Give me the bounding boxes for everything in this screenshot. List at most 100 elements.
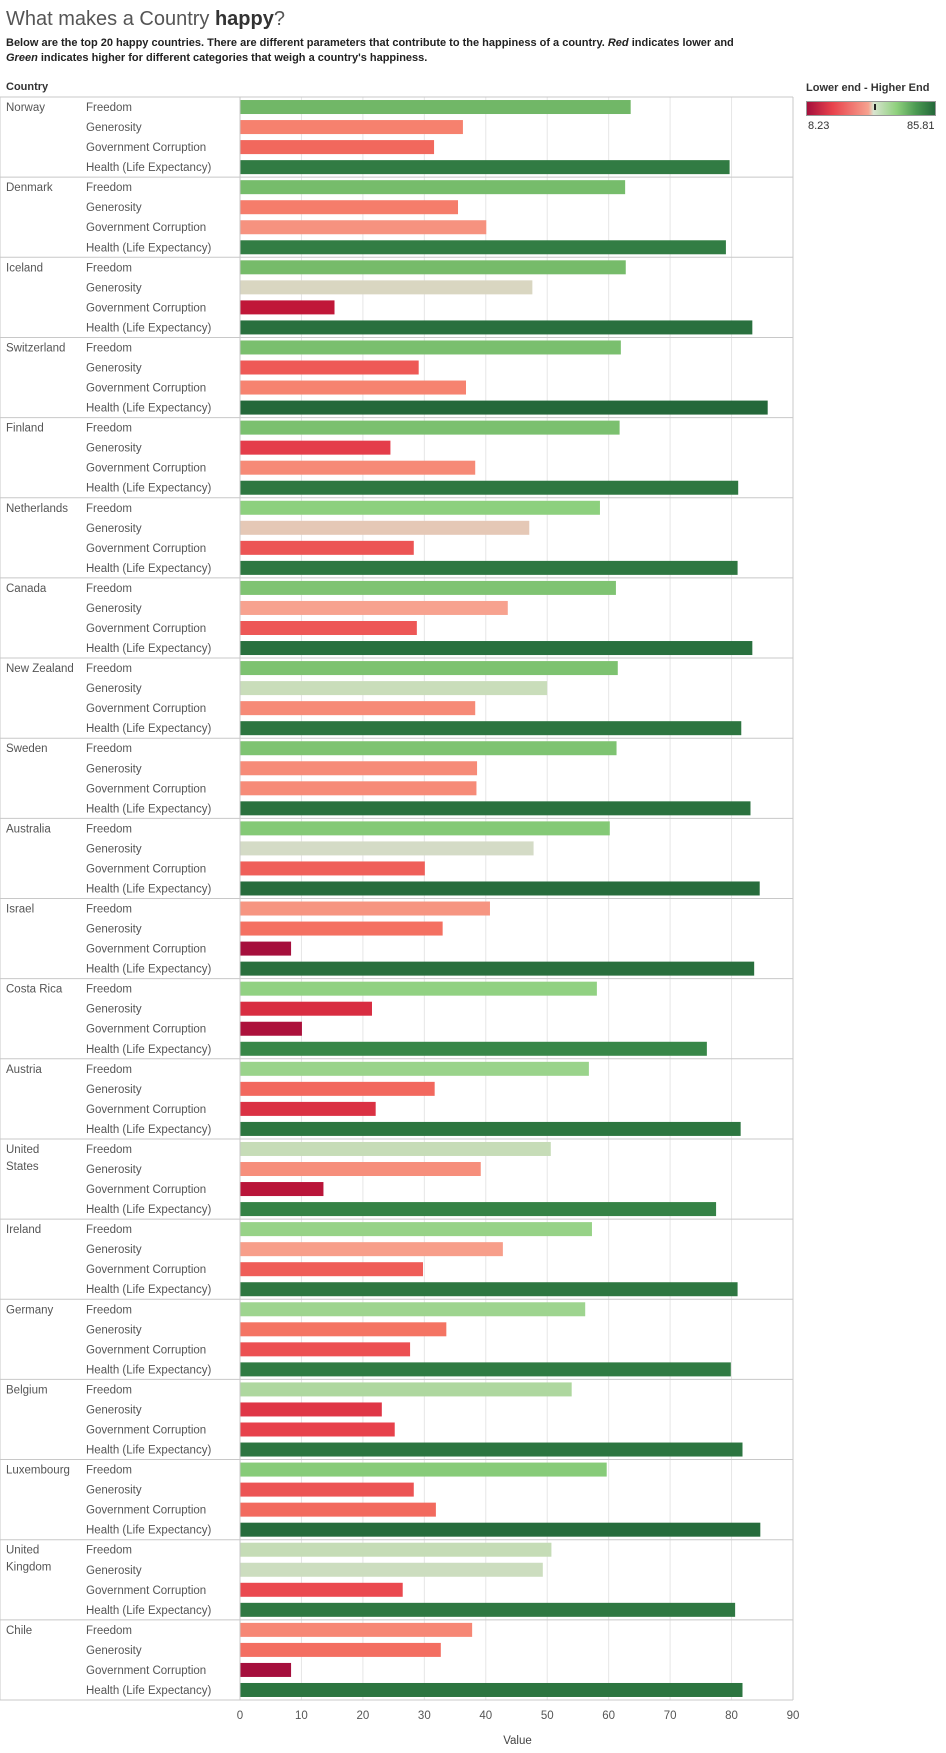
bar — [240, 821, 610, 836]
country-label: Australia — [6, 823, 51, 835]
category-label: Generosity — [86, 523, 142, 535]
category-label: Generosity — [86, 1244, 142, 1256]
x-tick-label: 0 — [237, 1710, 243, 1722]
bar — [240, 140, 435, 155]
category-label: Generosity — [86, 603, 142, 615]
category-label: Generosity — [86, 1324, 142, 1336]
category-label: Health (Life Expectancy) — [86, 563, 211, 575]
category-label: Generosity — [86, 1645, 142, 1657]
category-label: Health (Life Expectancy) — [86, 1525, 211, 1537]
bar — [240, 1141, 551, 1156]
bar — [240, 540, 414, 555]
category-label: Government Corruption — [86, 944, 206, 956]
bar — [240, 1522, 761, 1537]
bar — [240, 1061, 589, 1076]
country-column-header: Country — [6, 81, 49, 93]
x-tick-label: 60 — [602, 1710, 615, 1722]
legend-marker — [874, 104, 876, 110]
bar — [240, 961, 755, 976]
bar — [240, 580, 616, 595]
bar — [240, 1482, 414, 1497]
bar — [240, 801, 751, 816]
category-label: Generosity — [86, 924, 142, 936]
category-label: Freedom — [86, 904, 132, 916]
bar — [240, 1081, 435, 1096]
country-label: Canada — [6, 583, 47, 595]
bar — [240, 300, 335, 315]
bar — [240, 1162, 481, 1177]
category-label: Government Corruption — [86, 783, 206, 795]
category-label: Generosity — [86, 1404, 142, 1416]
category-label: Government Corruption — [86, 142, 206, 154]
category-label: Government Corruption — [86, 1104, 206, 1116]
bar — [240, 1642, 441, 1657]
x-tick-label: 50 — [541, 1710, 554, 1722]
bar — [240, 681, 548, 696]
bar — [240, 520, 530, 535]
bar — [240, 1001, 372, 1016]
bar — [240, 1442, 743, 1457]
category-label: Freedom — [86, 182, 132, 194]
bar — [240, 420, 620, 435]
category-label: Health (Life Expectancy) — [86, 1685, 211, 1697]
x-axis-title: Value — [503, 1735, 532, 1747]
country-label: Netherlands — [6, 503, 68, 515]
category-label: Health (Life Expectancy) — [86, 1605, 211, 1617]
category-label: Health (Life Expectancy) — [86, 803, 211, 815]
category-label: Government Corruption — [86, 703, 206, 715]
category-label: Government Corruption — [86, 302, 206, 314]
country-label: Israel — [6, 904, 34, 916]
category-label: Freedom — [86, 1224, 132, 1236]
bar — [240, 620, 417, 635]
bar — [240, 1542, 552, 1557]
bar — [240, 1242, 503, 1257]
category-label: Freedom — [86, 342, 132, 354]
x-tick-label: 10 — [295, 1710, 308, 1722]
bar — [240, 480, 739, 495]
bar — [240, 841, 534, 856]
category-label: Freedom — [86, 423, 132, 435]
category-label: Freedom — [86, 583, 132, 595]
category-label: Generosity — [86, 683, 142, 695]
bar — [240, 220, 487, 235]
bar — [240, 1101, 376, 1116]
bar — [240, 600, 508, 615]
country-label: Sweden — [6, 743, 48, 755]
country-label: Chile — [6, 1625, 32, 1637]
bar — [240, 1202, 717, 1217]
country-label: Denmark — [6, 182, 53, 194]
category-label: Freedom — [86, 743, 132, 755]
category-label: Freedom — [86, 1545, 132, 1557]
x-tick-label: 30 — [418, 1710, 431, 1722]
country-label: Belgium — [6, 1384, 48, 1396]
bar — [240, 1462, 607, 1477]
title-bold: happy — [214, 8, 274, 30]
bar — [240, 1322, 447, 1337]
x-tick-label: 40 — [479, 1710, 492, 1722]
bar — [240, 240, 726, 255]
bar — [240, 1121, 741, 1136]
category-label: Freedom — [86, 1465, 132, 1477]
category-label: Health (Life Expectancy) — [86, 723, 211, 735]
category-label: Generosity — [86, 122, 142, 134]
country-label: Switzerland — [6, 342, 65, 354]
category-label: Government Corruption — [86, 1585, 206, 1597]
category-label: Health (Life Expectancy) — [86, 643, 211, 655]
category-label: Freedom — [86, 663, 132, 675]
subtitle-green: Green — [6, 52, 38, 64]
category-label: Health (Life Expectancy) — [86, 1044, 211, 1056]
category-label: Government Corruption — [86, 1184, 206, 1196]
category-label: Freedom — [86, 1625, 132, 1637]
bar — [240, 280, 533, 295]
category-label: Government Corruption — [86, 463, 206, 475]
bar — [240, 260, 626, 275]
country-label: Iceland — [6, 262, 43, 274]
country-label: Germany — [6, 1304, 54, 1316]
category-label: Health (Life Expectancy) — [86, 1445, 211, 1457]
bar — [240, 200, 459, 215]
bar — [240, 641, 753, 656]
bar — [240, 120, 463, 135]
bar — [240, 1402, 382, 1417]
bar — [240, 340, 621, 355]
